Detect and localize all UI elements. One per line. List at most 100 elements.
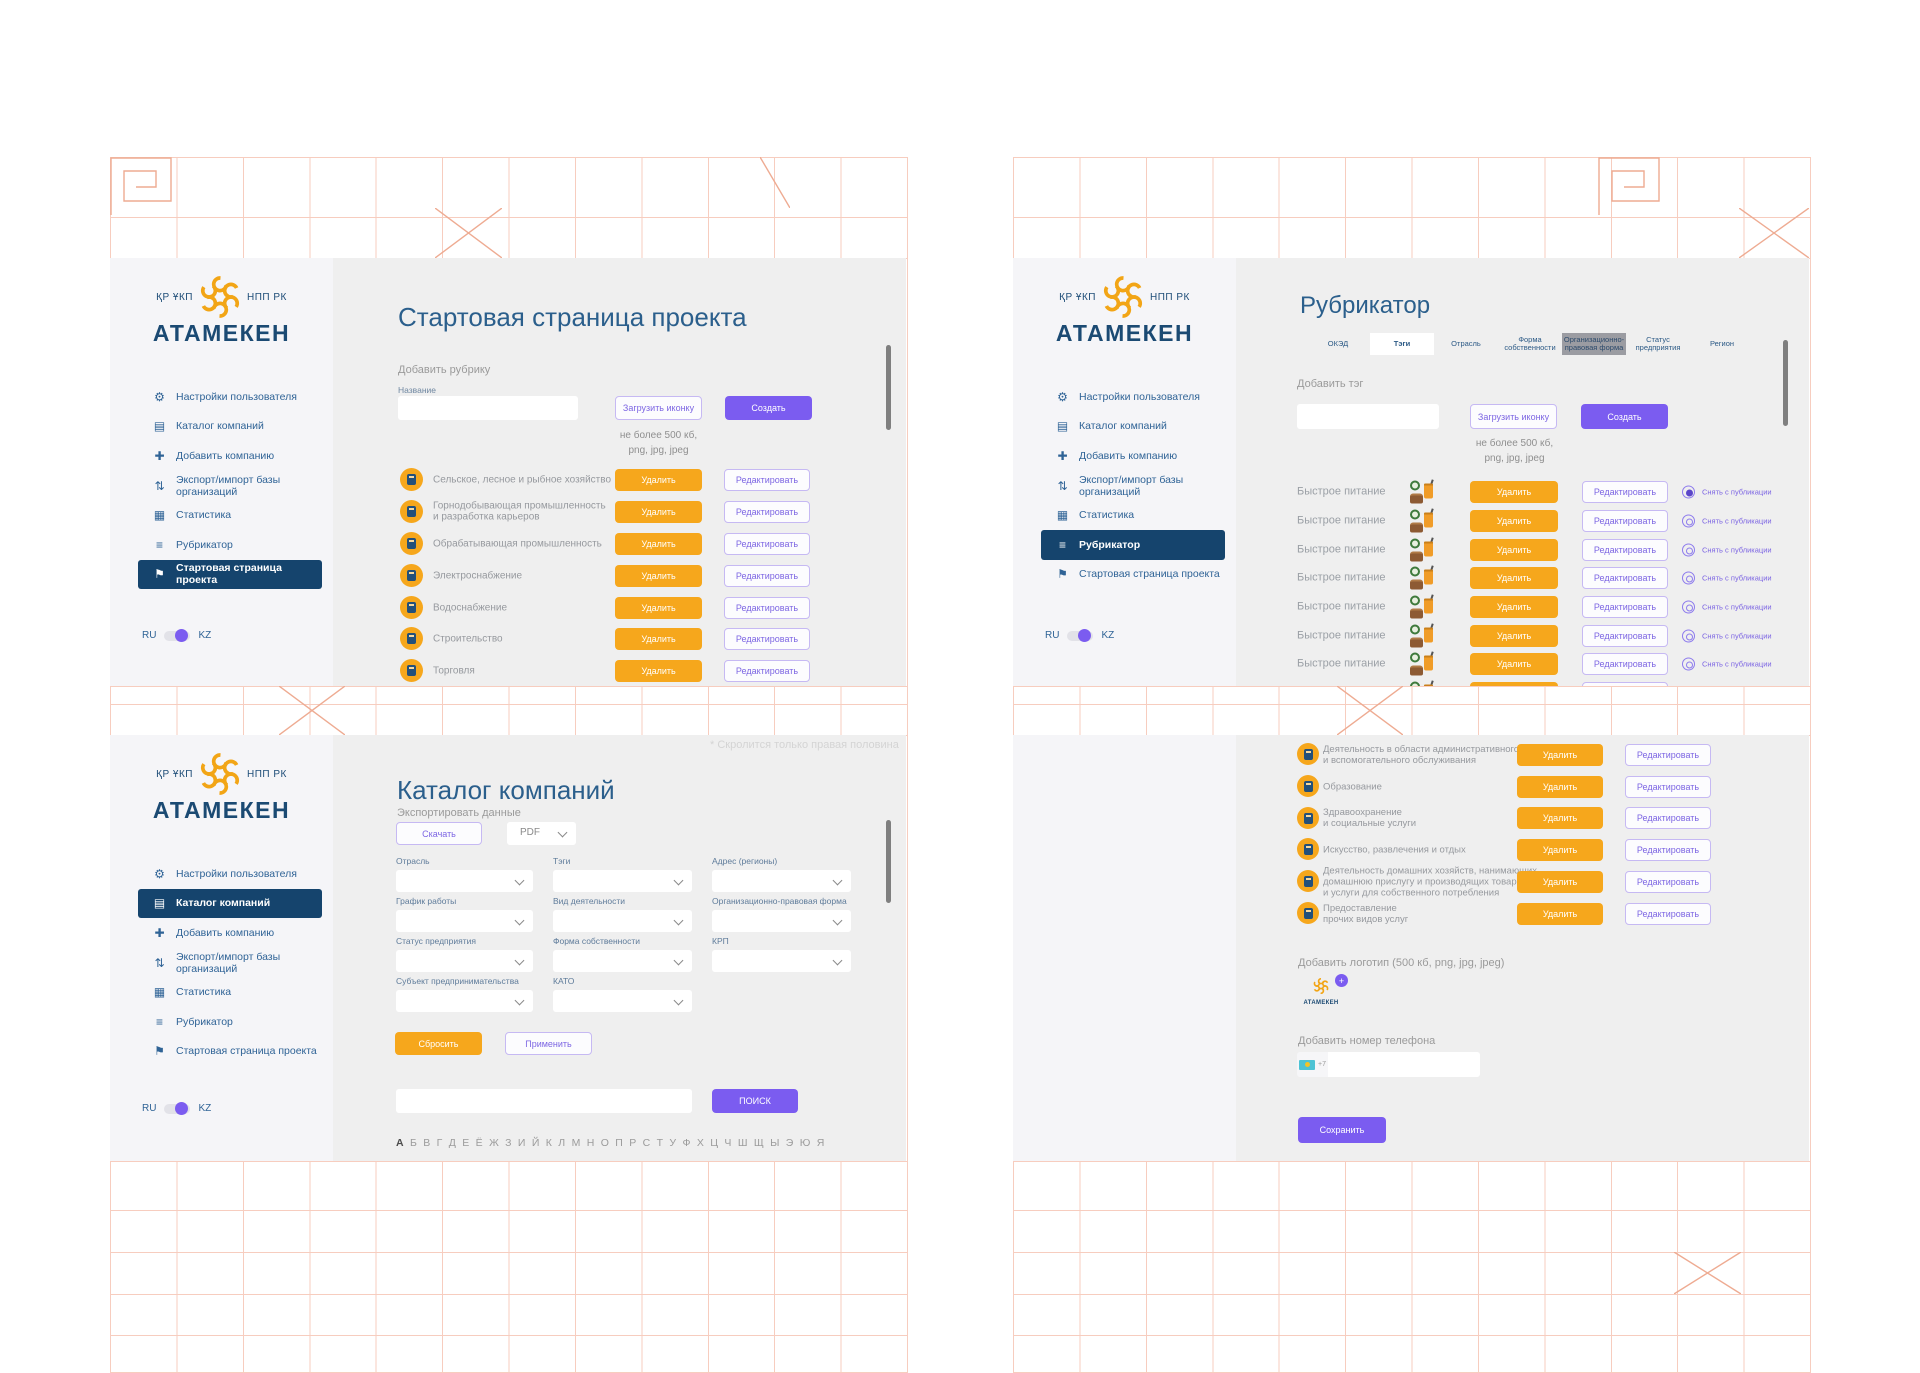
sidebar-menu-item[interactable]: ≡ Рубрикатор xyxy=(1041,529,1225,560)
tab[interactable]: Статус предприятия xyxy=(1635,334,1681,352)
alphabet-letter[interactable]: Л xyxy=(558,1137,566,1149)
filter-select[interactable] xyxy=(396,870,533,892)
sidebar-menu-item[interactable]: ▤ Каталог компаний xyxy=(138,412,322,442)
reset-button[interactable]: Сбросить xyxy=(395,1032,482,1055)
tag-name-input[interactable] xyxy=(1297,404,1439,429)
delete-button[interactable]: Удалить xyxy=(1517,743,1603,766)
edit-button[interactable]: Редактировать xyxy=(1582,682,1668,686)
alphabet-letter[interactable]: Ж xyxy=(489,1137,499,1149)
alphabet-letter[interactable]: Ё xyxy=(475,1137,483,1149)
sidebar-menu-item[interactable]: ⇅ Экспорт/импорт базы организаций xyxy=(138,471,322,501)
delete-button[interactable]: Удалить xyxy=(615,564,702,587)
apply-button[interactable]: Применить xyxy=(505,1032,592,1055)
delete-button[interactable]: Удалить xyxy=(1470,538,1558,561)
sidebar-menu-item[interactable]: ⚙ Настройки пользователя xyxy=(1041,382,1225,412)
edit-button[interactable]: Редактировать xyxy=(1625,839,1711,862)
sidebar-menu-item[interactable]: ✚ Добавить компанию xyxy=(138,918,322,948)
alphabet-letter[interactable]: Ч xyxy=(724,1137,732,1149)
alphabet-letter[interactable]: К xyxy=(545,1137,552,1149)
alphabet-letter[interactable]: Ц xyxy=(710,1137,719,1149)
tab[interactable]: ОКЭД xyxy=(1327,338,1349,348)
sidebar-menu-item[interactable]: ⚙ Настройки пользователя xyxy=(138,382,322,412)
sidebar-menu-item[interactable]: ▤ Каталог компаний xyxy=(1041,412,1225,442)
alphabet-letter[interactable]: Г xyxy=(436,1137,443,1149)
alphabet-letter[interactable]: М xyxy=(571,1137,581,1149)
delete-button[interactable]: Удалить xyxy=(615,660,702,683)
sidebar-menu-item[interactable]: ▤ Каталог компаний xyxy=(138,888,322,919)
edit-button[interactable]: Редактировать xyxy=(1625,871,1711,894)
edit-button[interactable]: Редактировать xyxy=(724,596,810,619)
filter-select[interactable] xyxy=(553,950,692,972)
unpublish-radio[interactable] xyxy=(1682,514,1695,528)
edit-button[interactable]: Редактировать xyxy=(724,468,810,491)
alphabet-letter[interactable]: Ю xyxy=(799,1137,811,1149)
edit-button[interactable]: Редактировать xyxy=(1625,902,1711,925)
delete-button[interactable]: Удалить xyxy=(1470,653,1558,676)
edit-button[interactable]: Редактировать xyxy=(1582,624,1668,647)
upload-icon-button[interactable]: Загрузить иконку xyxy=(1470,404,1557,429)
filter-select[interactable] xyxy=(712,950,851,972)
scrollbar[interactable] xyxy=(886,820,891,903)
create-button[interactable]: Создать xyxy=(725,396,812,420)
edit-button[interactable]: Редактировать xyxy=(1582,653,1668,676)
edit-button[interactable]: Редактировать xyxy=(724,532,810,555)
edit-button[interactable]: Редактировать xyxy=(1582,481,1668,504)
search-button[interactable]: ПОИСК xyxy=(712,1089,798,1113)
alphabet-letter[interactable]: Н xyxy=(586,1137,595,1149)
filter-select[interactable] xyxy=(712,910,851,932)
sidebar-menu-item[interactable]: ≡ Рубрикатор xyxy=(138,1007,322,1037)
filter-select[interactable] xyxy=(553,990,692,1012)
alphabet-letter[interactable]: Р xyxy=(629,1137,637,1149)
unpublish-radio[interactable] xyxy=(1682,657,1695,671)
edit-button[interactable]: Редактировать xyxy=(1625,743,1711,766)
tab[interactable]: Форма собственности xyxy=(1504,334,1556,352)
alphabet-letter[interactable]: А xyxy=(396,1137,404,1149)
sidebar-menu-item[interactable]: ⇅ Экспорт/импорт базы организаций xyxy=(1041,471,1225,501)
save-button[interactable]: Сохранить xyxy=(1298,1117,1386,1143)
alphabet-letter[interactable]: З xyxy=(505,1137,512,1149)
sidebar-menu-item[interactable]: ≡ Рубрикатор xyxy=(138,530,322,560)
phone-country-selector[interactable]: +7 xyxy=(1297,1052,1328,1077)
language-toggle[interactable] xyxy=(164,628,191,642)
delete-button[interactable]: Удалить xyxy=(1470,682,1558,686)
edit-button[interactable]: Редактировать xyxy=(1625,775,1711,798)
format-select[interactable]: PDF xyxy=(507,822,576,845)
add-logo-plus-icon[interactable]: + xyxy=(1335,974,1348,987)
delete-button[interactable]: Удалить xyxy=(1470,510,1558,533)
delete-button[interactable]: Удалить xyxy=(1517,871,1603,894)
alphabet-letter[interactable]: Я xyxy=(816,1137,825,1149)
uploaded-logo-preview[interactable]: АТАМЕКЕН xyxy=(1291,977,1351,1006)
alphabet-letter[interactable]: Е xyxy=(462,1137,470,1149)
rubric-name-input[interactable] xyxy=(398,396,578,420)
alphabet-letter[interactable]: Э xyxy=(785,1137,794,1149)
edit-button[interactable]: Редактировать xyxy=(724,564,810,587)
sidebar-menu-item[interactable]: ⚑ Стартовая страница проекта xyxy=(138,559,322,590)
lang-ru-label[interactable]: RU xyxy=(142,630,157,641)
tab[interactable]: Тэги xyxy=(1370,333,1434,355)
delete-button[interactable]: Удалить xyxy=(615,532,702,555)
alphabet-letter[interactable]: Ш xyxy=(737,1137,748,1149)
filter-select[interactable] xyxy=(712,870,851,892)
alphabet-letter[interactable]: Й xyxy=(531,1137,540,1149)
tab[interactable]: Организационно-правовая форма xyxy=(1562,333,1626,355)
alphabet-letter[interactable]: Д xyxy=(448,1137,456,1149)
alphabet-letter[interactable]: Ы xyxy=(770,1137,780,1149)
filter-select[interactable] xyxy=(396,950,533,972)
upload-icon-button[interactable]: Загрузить иконку xyxy=(615,396,702,420)
filter-select[interactable] xyxy=(553,870,692,892)
delete-button[interactable]: Удалить xyxy=(1470,596,1558,619)
alphabet-letter[interactable]: И xyxy=(517,1137,526,1149)
edit-button[interactable]: Редактировать xyxy=(724,660,810,683)
sidebar-menu-item[interactable]: ✚ Добавить компанию xyxy=(138,441,322,471)
delete-button[interactable]: Удалить xyxy=(1517,902,1603,925)
scrollbar[interactable] xyxy=(1783,340,1788,426)
delete-button[interactable]: Удалить xyxy=(615,596,702,619)
tab[interactable]: Отрасль xyxy=(1451,338,1481,348)
sidebar-menu-item[interactable]: ⇅ Экспорт/импорт базы организаций xyxy=(138,948,322,978)
language-toggle[interactable] xyxy=(164,1101,191,1115)
alphabet-letter[interactable]: С xyxy=(642,1137,651,1149)
alphabet-letter[interactable]: О xyxy=(600,1137,609,1149)
filter-select[interactable] xyxy=(396,990,533,1012)
language-toggle[interactable] xyxy=(1067,628,1094,642)
tab[interactable]: Регион xyxy=(1709,338,1735,348)
